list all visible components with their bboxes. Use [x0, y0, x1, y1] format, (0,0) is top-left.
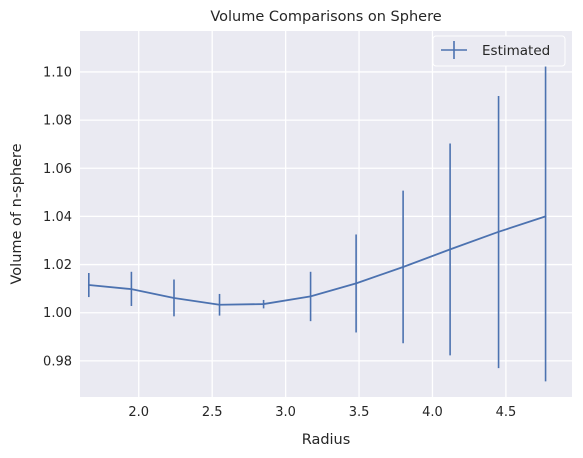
y-tick-label: 1.10	[43, 65, 72, 80]
x-tick-labels: 2.0 2.5 3.0 3.5 4.0 4.5	[128, 405, 516, 420]
plot-area	[80, 31, 572, 397]
data-point	[130, 288, 133, 291]
data-point	[355, 282, 358, 285]
x-tick-label: 4.0	[422, 405, 443, 420]
y-tick-label: 1.00	[43, 306, 72, 321]
data-point	[544, 215, 547, 218]
data-point	[218, 303, 221, 306]
data-point	[173, 297, 175, 299]
x-tick-label: 4.5	[496, 405, 517, 420]
y-tick-label: 1.04	[43, 210, 72, 225]
y-tick-label: 1.08	[43, 114, 72, 129]
data-point	[449, 248, 452, 251]
data-point	[87, 284, 90, 286]
data-point	[309, 295, 312, 298]
data-point	[497, 230, 500, 233]
grid	[80, 31, 572, 397]
data-point	[262, 303, 265, 305]
y-tick-label: 1.02	[43, 258, 72, 273]
series-line-layer	[87, 215, 547, 306]
data-point	[402, 266, 405, 268]
y-tick-label: 0.98	[43, 354, 72, 369]
x-tick-label: 2.5	[202, 405, 223, 420]
y-tick-label: 1.06	[43, 162, 72, 177]
x-axis-label: Radius	[302, 432, 351, 448]
y-tick-labels: 0.98 1.00 1.02 1.04 1.06 1.08 1.10	[43, 65, 72, 369]
y-axis-label: Volume of n-sphere	[9, 143, 25, 284]
legend: Estimated	[432, 35, 566, 67]
chart-title: Volume Comparisons on Sphere	[210, 9, 441, 25]
x-tick-label: 2.0	[128, 405, 149, 420]
legend-label-estimated: Estimated	[482, 43, 550, 59]
legend-box	[432, 35, 566, 67]
x-tick-label: 3.0	[275, 405, 296, 420]
x-tick-label: 3.5	[349, 405, 370, 420]
